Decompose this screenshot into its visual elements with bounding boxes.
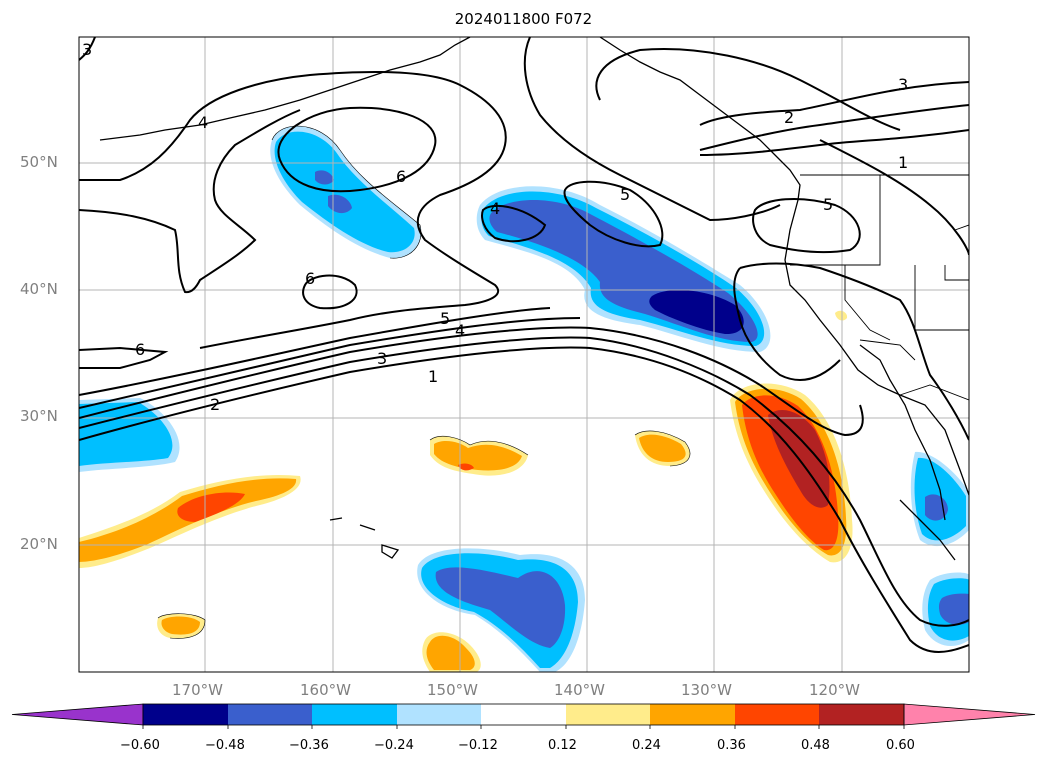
colorbar-segment xyxy=(143,704,228,725)
contour-label: 5 xyxy=(823,195,833,214)
colorbar-tick: −0.12 xyxy=(458,738,498,753)
contour-label: 3 xyxy=(377,349,387,368)
lat-label: 20°N xyxy=(20,535,58,553)
lon-label: 160°W xyxy=(300,681,351,699)
lon-label: 140°W xyxy=(554,681,605,699)
contour-label: 2 xyxy=(784,108,794,127)
coastlines xyxy=(99,37,969,561)
colorbar-segment xyxy=(481,704,566,725)
contour-label: 4 xyxy=(198,113,208,132)
colorbar-tick: 0.12 xyxy=(548,738,577,753)
lon-label: 130°W xyxy=(681,681,732,699)
map-frame xyxy=(78,36,970,673)
graticule xyxy=(79,37,969,672)
contour-label: 2 xyxy=(210,395,220,414)
contour-label: 6 xyxy=(305,269,315,288)
lon-label: 120°W xyxy=(809,681,860,699)
lon-label: 170°W xyxy=(172,681,223,699)
colorbar-segment xyxy=(735,704,819,725)
contour-label: 4 xyxy=(490,199,500,218)
colorbar-tick: −0.36 xyxy=(289,738,329,753)
colorbar-tick: −0.24 xyxy=(374,738,414,753)
map-title: 2024011800 F072 xyxy=(454,10,593,28)
colorbar-tick: 0.24 xyxy=(632,738,661,753)
lat-label: 50°N xyxy=(20,153,58,171)
colorbar xyxy=(11,703,1036,729)
contour-label-group: 3 4 6 6 5 4 3 2 1 4 5 3 2 1 5 6 xyxy=(82,40,908,414)
colorbar-tick: −0.48 xyxy=(205,738,245,753)
map-area xyxy=(79,37,969,672)
colorbar-tick: 0.60 xyxy=(886,738,915,753)
colorbar-tick: 0.48 xyxy=(801,738,830,753)
colorbar-tick: 0.36 xyxy=(717,738,746,753)
negative-anomaly-fields xyxy=(79,126,969,672)
contour-label: 3 xyxy=(82,40,92,59)
contour-label: 6 xyxy=(135,340,145,359)
contour-label: 5 xyxy=(440,309,450,328)
contour-label: 3 xyxy=(898,75,908,94)
colorbar-segment xyxy=(397,704,481,725)
contour-label: 5 xyxy=(620,185,630,204)
colorbar-segment xyxy=(312,704,397,725)
lat-label: 40°N xyxy=(20,280,58,298)
lon-label: 150°W xyxy=(427,681,478,699)
contour-label: 6 xyxy=(396,167,406,186)
contour-label: 1 xyxy=(898,153,908,172)
contour-label: 1 xyxy=(428,367,438,386)
colorbar-segment xyxy=(650,704,735,725)
contour-label: 4 xyxy=(455,321,465,340)
colorbar-extend-right xyxy=(903,703,1036,726)
fill-outlines xyxy=(157,125,691,639)
colorbar-tick: −0.60 xyxy=(120,738,160,753)
colorbar-segment xyxy=(228,704,312,725)
colorbar-segment xyxy=(819,704,904,725)
contours xyxy=(79,37,969,653)
colorbar-segment xyxy=(566,704,650,725)
lat-label: 30°N xyxy=(20,407,58,425)
colorbar-extend-left xyxy=(11,703,144,726)
